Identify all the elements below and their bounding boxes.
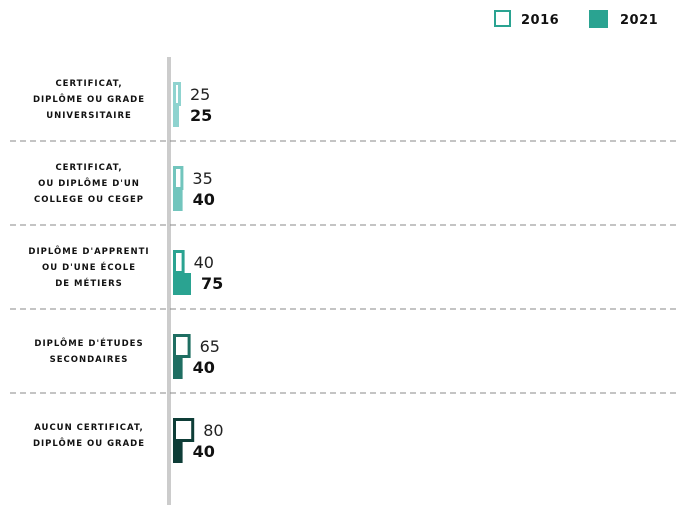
value-label-2021: 40 [193,442,215,461]
bar-2021 [173,189,183,211]
value-label-2021: 40 [193,190,215,209]
category-label: DIPLÔME OU GRADE [33,93,145,105]
category-label: COLLEGE OU CEGEP [34,195,144,205]
legend: 2016 2021 [494,10,658,28]
value-label-2016: 35 [192,169,212,188]
legend-swatch-2021 [589,10,608,28]
bar-2016 [173,82,181,106]
category-label: OU DIPLÔME D'UN [38,177,140,189]
value-label-2021: 75 [201,274,223,293]
category-label: CERTIFICAT, [55,163,122,173]
legend-swatch-2016 [494,10,511,27]
value-label-2016: 65 [200,337,220,356]
bar-2016 [173,166,184,190]
value-label-2016: 25 [190,85,210,104]
bar-2021 [173,273,191,295]
bar-2021 [173,441,183,463]
value-label-2021: 40 [193,358,215,377]
value-label-2016: 80 [203,421,223,440]
bar-2016 [173,334,191,358]
category-label: DIPLÔME OU GRADE [33,437,145,449]
value-label-2021: 25 [190,106,212,125]
bar-2021 [173,105,179,127]
category-label: UNIVERSITAIRE [46,111,132,121]
category-label: SECONDAIRES [50,355,129,365]
category-label: DIPLÔME D'APPRENTI [28,245,149,257]
category-label: DE MÉTIERS [55,277,123,289]
chart-rows: CERTIFICAT, DIPLÔME OU GRADE UNIVERSITAIRE… [10,79,676,463]
legend-label-2021: 2021 [620,13,658,28]
category-label: DIPLÔME D'ÉTUDES [34,337,143,349]
value-label-2016: 40 [194,253,214,272]
category-label: OU D'UNE ÉCOLE [42,261,136,273]
bar-2016 [173,250,185,274]
bar-2016 [173,418,195,442]
legend-label-2016: 2016 [521,13,559,28]
bar-2021 [173,357,183,379]
category-label: CERTIFICAT, [55,79,122,89]
category-label: AUCUN CERTIFICAT, [34,423,144,433]
